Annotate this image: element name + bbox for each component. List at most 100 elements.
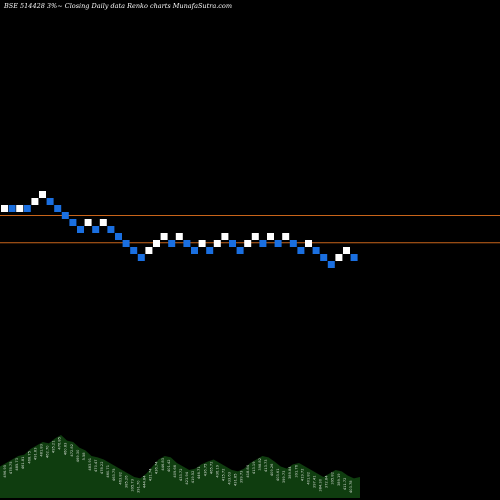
renko-brick-up [39, 191, 46, 198]
volume-label: 436.19 [215, 464, 219, 477]
volume-label: 476.85 [58, 437, 62, 450]
volume-layer: 496.95 478.75 485.73 461.81 468.75 491.83 481.… [0, 435, 360, 498]
brick-layer [1, 191, 358, 268]
volume-label: 401.42 [167, 459, 171, 472]
renko-brick-up [221, 233, 229, 240]
renko-brick-up [251, 233, 259, 240]
volume-label: 483.91 [88, 458, 92, 471]
volume-label: 460.83 [64, 443, 68, 456]
volume-label: 403.61 [276, 469, 280, 482]
volume-label: 401.82 [306, 472, 310, 485]
renko-brick-down [54, 205, 62, 212]
renko-brick-up [198, 240, 206, 247]
volume-label: 5.58 [82, 452, 86, 461]
volume-label: 395.82 [331, 472, 335, 485]
renko-brick-down [46, 198, 54, 205]
renko-brick-up [343, 247, 350, 254]
volume-label: 469.30 [76, 449, 80, 462]
volume-label: 446.71 [197, 466, 201, 479]
volume-label: 419.72 [300, 469, 304, 482]
renko-brick-down [320, 254, 328, 261]
chart-title: BSE 514428 3%~ Closing Daily data Renko … [4, 2, 232, 10]
renko-brick-down [122, 240, 130, 247]
volume-label: 421.94 [185, 471, 189, 484]
volume-label: 491.83 [33, 448, 37, 461]
renko-brick-up [160, 233, 168, 240]
renko-brick-up [244, 240, 252, 247]
renko-brick-up [175, 233, 183, 240]
volume-label: 413.19 [252, 461, 256, 474]
renko-brick-down [69, 219, 77, 226]
volume-label: 460.71 [106, 465, 110, 478]
volume-label: 462.70 [45, 445, 49, 458]
renko-brick-up [282, 233, 290, 240]
renko-brick-up [153, 240, 160, 247]
renko-brick-down [289, 240, 297, 247]
renko-brick-down [115, 233, 122, 240]
renko-brick-down [130, 247, 138, 254]
renko-brick-up [1, 205, 8, 212]
renko-brick-up [84, 219, 92, 226]
volume-label: 485.73 [15, 458, 19, 471]
renko-brick-down [206, 247, 214, 254]
renko-brick-up [213, 240, 221, 247]
volume-label: 472.82 [70, 444, 74, 457]
volume-label: 409.66 [173, 464, 177, 477]
volume-label: 433.72 [179, 469, 183, 482]
renko-brick-up [267, 233, 274, 240]
renko-brick-down [183, 240, 191, 247]
volume-label: 413.73 [264, 459, 268, 472]
volume-label: 399.73 [282, 471, 286, 484]
renko-brick-down [297, 247, 305, 254]
renko-brick-up [99, 219, 107, 226]
volume-label: 399.73 [240, 471, 244, 484]
renko-brick-down [236, 247, 244, 254]
volume-label: 415.72 [221, 469, 225, 482]
volume-label: 389.84 [288, 466, 292, 479]
renko-brick-down [327, 261, 335, 268]
volume-label: 411.72 [343, 478, 347, 491]
renko-brick-down [23, 205, 31, 212]
renko-brick-down [274, 240, 282, 247]
volume-label: 419.52 [191, 471, 195, 484]
renko-brick-down [168, 240, 176, 247]
renko-brick-down [77, 226, 84, 233]
volume-label: 431.85 [234, 473, 238, 486]
renko-brick-down [229, 240, 236, 247]
volume-label: 444.84 [143, 475, 147, 488]
renko-brick-down [259, 240, 267, 247]
volume-label: 409.26 [270, 463, 274, 476]
volume-label: 391.76 [294, 464, 298, 477]
volume-label: 395.73 [130, 479, 134, 492]
renko-brick-up [145, 247, 153, 254]
volume-label: 481.83 [39, 444, 43, 457]
volume-label: 389.19 [337, 473, 341, 486]
volume-label: 385.26 [124, 475, 128, 488]
volume-area [0, 435, 360, 498]
renko-brick-down [312, 247, 320, 254]
volume-label: 461.81 [21, 457, 25, 470]
volume-label: 397.41 [313, 476, 317, 489]
volume-label: 372.84 [325, 475, 329, 488]
volume-label: 478.75 [9, 462, 13, 475]
volume-label: 436.74 [155, 461, 159, 474]
renko-brick-up [16, 205, 24, 212]
renko-brick-down [191, 247, 198, 254]
volume-label: 496.95 [3, 465, 7, 478]
renko-brick-up [31, 198, 39, 205]
volume-label: 403.78 [349, 480, 353, 493]
volume-label: 465.72 [209, 462, 213, 475]
volume-label: 478.22 [100, 462, 104, 475]
renko-brick-down [350, 254, 358, 261]
volume-label: 468.75 [27, 451, 31, 464]
renko-brick-up [305, 240, 312, 247]
renko-brick-down [8, 205, 16, 212]
volume-label: 446.83 [161, 458, 165, 471]
volume-label: 470.47 [94, 459, 98, 472]
volume-label: 384.30 [319, 478, 323, 491]
volume-label: 463.75 [112, 469, 116, 482]
renko-brick-down [92, 226, 100, 233]
volume-label: 495.21 [52, 441, 56, 454]
